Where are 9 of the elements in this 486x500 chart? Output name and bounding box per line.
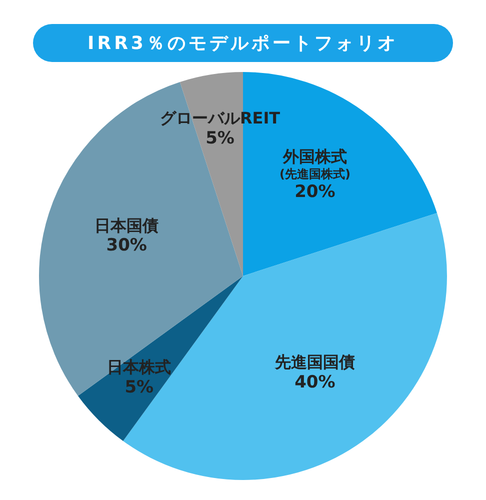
chart-title: IRR3％のモデルポートフォリオ [33,24,453,62]
data-label: 5% [124,377,154,398]
slice-label: 先進国国債 [274,352,355,372]
slice-label: 日本国債 [94,216,159,235]
data-label: 40% [294,372,336,392]
data-label: 5% [206,128,234,148]
data-label: 30% [106,236,147,256]
data-label: 20% [294,182,336,202]
slice-label: 外国株式 (先進国株式) [279,147,350,182]
